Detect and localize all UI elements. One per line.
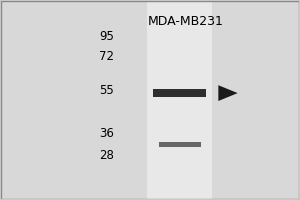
Text: MDA-MB231: MDA-MB231 [148, 15, 224, 28]
Text: 55: 55 [100, 84, 114, 97]
Text: 72: 72 [99, 50, 114, 63]
Bar [159, 142, 200, 147]
Polygon shape [218, 85, 238, 101]
Text: 28: 28 [100, 149, 114, 162]
Bar [147, 1, 212, 199]
Text: 36: 36 [100, 127, 114, 140]
Bar [153, 89, 206, 97]
Text: 95: 95 [100, 30, 114, 43]
